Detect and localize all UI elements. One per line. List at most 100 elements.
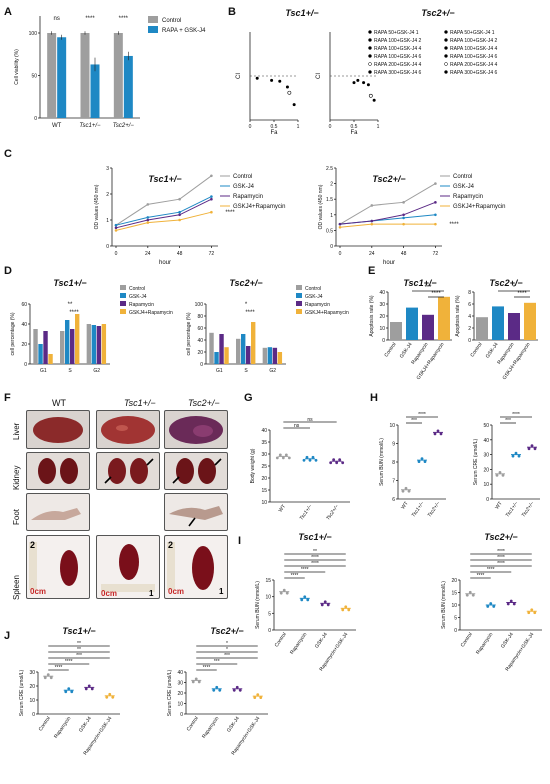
D-Tsc1-legend-swatch-2 xyxy=(120,301,126,306)
I-Tsc2-ytick-label-4: 20 xyxy=(451,578,457,584)
D-Tsc1-legend-label-0: Control xyxy=(129,286,145,292)
J-Tsc2-ytick-label-4: 40 xyxy=(177,670,183,676)
C-Tsc2-point-1-3 xyxy=(434,213,437,217)
D-Tsc2-ytick-label-4: 80 xyxy=(197,314,203,320)
J-Tsc2-point-3-0 xyxy=(253,696,257,700)
J-Tsc2-point-1-1 xyxy=(215,685,219,689)
E-Tsc1-bar-2 xyxy=(422,314,434,340)
E-Tsc2-ylabel: Apoptosis rate (%) xyxy=(455,295,461,336)
D-Tsc1-bar-1-1 xyxy=(65,320,70,364)
J-Tsc2-ytick-label-1: 10 xyxy=(177,702,183,708)
E-Tsc1-bar-3 xyxy=(438,296,450,340)
H-BUN-point-1-0 xyxy=(417,460,421,464)
panel-letter-b: B xyxy=(228,6,236,18)
C-Tsc2-xtick-label-0: 0 xyxy=(339,251,342,257)
I-Tsc2-title: Tsc2+/− xyxy=(484,532,518,542)
G-point-0-0 xyxy=(275,456,279,460)
svg-text:2: 2 xyxy=(168,540,173,550)
photo-foot-tsc2 xyxy=(164,493,228,531)
I-Tsc2-xtick-label-0: Control xyxy=(460,632,474,649)
H-CRE-point-1-1 xyxy=(514,451,518,455)
E-Tsc1-sig-0: *** xyxy=(424,285,432,291)
I-Tsc2-xtick-label-1: Rapamycin xyxy=(475,632,494,656)
J-Tsc1-sig-2: *** xyxy=(76,653,82,659)
C-Tsc2-legend-label-1: GSK-J4 xyxy=(453,184,475,190)
B-Tsc1-point-2 xyxy=(278,79,282,83)
J-Tsc1-point-2-0 xyxy=(84,687,88,691)
I-Tsc1-ytick-label-2: 10 xyxy=(265,595,271,601)
C-Tsc1-point-1-0 xyxy=(114,223,118,227)
I-Tsc1-ytick-label-3: 15 xyxy=(265,578,271,584)
C-Tsc2-legend-label-2: Rapamycin xyxy=(453,194,483,200)
D-Tsc2-bar-0-3 xyxy=(224,347,229,364)
H-CRE-ytick-label-0: 0 xyxy=(486,497,489,503)
E-Tsc2-bar-1 xyxy=(492,306,504,340)
J-Tsc1-xtick-label-2: GSK-J4 xyxy=(78,716,93,734)
C-Tsc2-title: Tsc2+/− xyxy=(372,174,406,184)
J-Tsc2-sig-4: * xyxy=(226,641,228,647)
C-Tsc1-title: Tsc1+/− xyxy=(148,174,182,184)
E-Tsc1-ytick-label-1: 10 xyxy=(379,326,385,332)
H-CRE-ytick-label-4: 40 xyxy=(483,438,489,444)
C-Tsc1-point-0-1 xyxy=(146,203,150,206)
H-CRE-sig-1: **** xyxy=(512,412,520,418)
H-BUN-point-2-1 xyxy=(436,429,440,433)
B-Tsc1-legend-marker-2 xyxy=(368,46,372,50)
I-Tsc2-sig-3: **** xyxy=(497,555,505,561)
D-Tsc2-ytick-label-5: 100 xyxy=(195,302,204,308)
D-Tsc2-legend-swatch-2 xyxy=(296,301,302,306)
E-Tsc2-ytick-label-1: 2 xyxy=(468,326,471,332)
A-ylabel: Cell viability (%) xyxy=(14,49,20,85)
G-point-0-2 xyxy=(281,456,285,460)
C-Tsc1-ytick-label-3: 3 xyxy=(106,166,109,172)
H-BUN-sig-1: **** xyxy=(418,412,426,418)
H-BUN-point-0-0 xyxy=(401,489,405,493)
H-BUN-ytick-label-0: 6 xyxy=(392,497,395,503)
C-Tsc1-point-1-1 xyxy=(146,216,150,219)
photo-foot-wt xyxy=(26,493,90,531)
D-Tsc2-legend-swatch-3 xyxy=(296,309,302,314)
B-Tsc1-xlabel: Fa xyxy=(270,130,278,136)
D-Tsc1-legend-label-3: GSKJ4+Rapamycin xyxy=(129,310,173,316)
B-Tsc1-point-0 xyxy=(255,76,259,80)
H-BUN-xtick-label-1: Tsc1+/− xyxy=(411,501,426,519)
E-Tsc1-ytick-label-2: 20 xyxy=(379,314,385,320)
G-ytick-label-1: 15 xyxy=(261,488,267,494)
foot-wt-image xyxy=(31,508,81,520)
B-Tsc2-legend-label-2: RAPA 100+GSK-J4 4 xyxy=(450,46,498,52)
I-Tsc1-point-3-2 xyxy=(347,608,351,612)
B-Tsc2-legend-marker-0 xyxy=(444,30,448,34)
B-Tsc1-point-4 xyxy=(287,90,292,95)
G-point-1-2 xyxy=(308,458,312,462)
H-BUN-xtick-label-0: WT xyxy=(400,501,409,511)
C-Tsc1-series-1 xyxy=(115,196,212,226)
I-Tsc1-ytick-label-0: 0 xyxy=(268,628,271,634)
B-Tsc1-legend-label-2: RAPA 100+GSK-J4 4 xyxy=(374,46,422,52)
svg-text:0cm: 0cm xyxy=(101,589,117,598)
C-Tsc1-ytick-label-2: 2 xyxy=(106,192,109,198)
D-Tsc2-legend-swatch-1 xyxy=(296,293,302,298)
E-Tsc2-xtick-label-0: Control xyxy=(469,342,483,359)
I-Tsc2-sig-1: **** xyxy=(487,567,495,573)
I-Tsc1-point-0-2 xyxy=(285,591,289,595)
E-Tsc2-bar-2 xyxy=(508,313,520,340)
D-Tsc2-xtick-label-0: G1 xyxy=(216,368,223,374)
H-BUN-ytick-label-1: 7 xyxy=(392,479,395,485)
photo-kidney-wt xyxy=(26,452,90,490)
panel-letter-f: F xyxy=(4,392,11,404)
D-Tsc1-sig-1: **** xyxy=(69,310,79,316)
C-Tsc1-point-3-1 xyxy=(146,221,150,224)
D-Tsc2-bar-2-3 xyxy=(277,352,283,364)
D-Tsc2-bar-1-2 xyxy=(246,346,251,364)
J-Tsc2-title: Tsc2+/− xyxy=(210,626,244,636)
G-sig-0: ns xyxy=(294,423,300,429)
J-Tsc1-point-2-1 xyxy=(87,684,91,688)
C-Tsc1-ytick-label-0: 0 xyxy=(106,244,109,250)
A-ytick-label-2: 100 xyxy=(29,31,38,37)
D-Tsc1-xtick-label-1: S xyxy=(68,368,72,374)
col-label-tsc2: Tsc2+/− xyxy=(188,398,220,408)
I-Tsc1-xtick-label-0: Control xyxy=(274,632,288,649)
H-CRE-point-1-0 xyxy=(511,454,515,458)
J-Tsc2-point-3-2 xyxy=(259,696,263,700)
E-Tsc1-ytick-label-3: 30 xyxy=(379,302,385,308)
